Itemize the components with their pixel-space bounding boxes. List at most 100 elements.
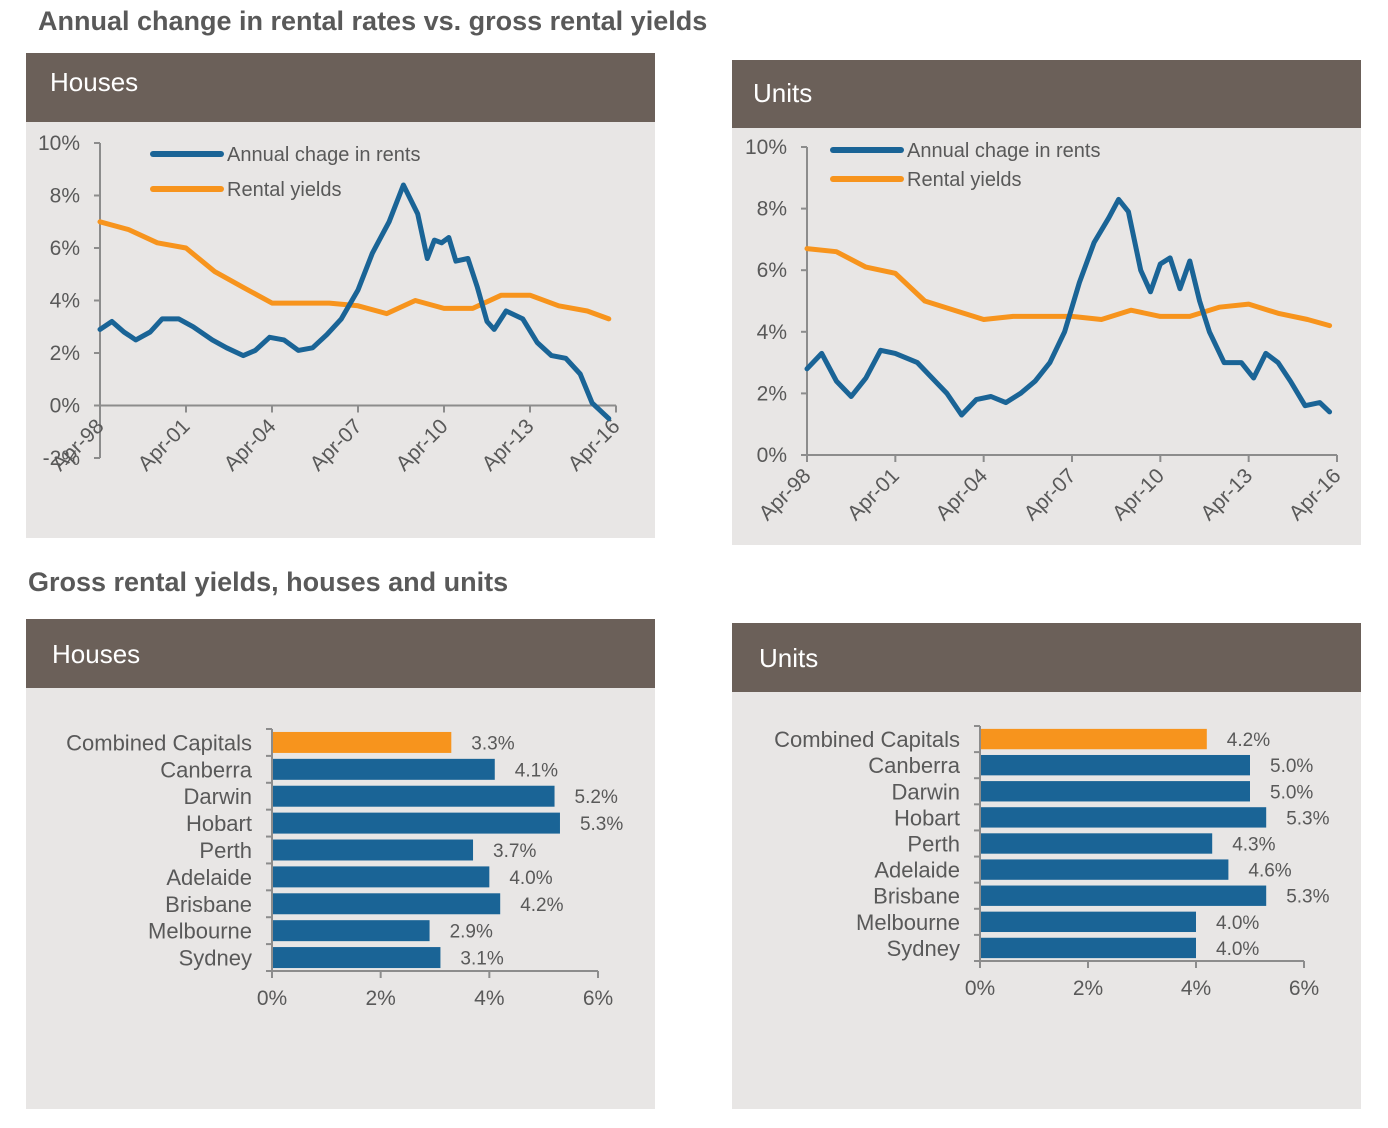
panel-title: Houses	[50, 67, 139, 97]
bar-hobart	[981, 807, 1267, 828]
rents-series-line	[97, 182, 612, 422]
section-title-top: Annual change in rental rates vs. gross …	[38, 6, 708, 36]
y-tick-label: 2%	[50, 342, 80, 365]
y-tick-label: -2%	[43, 447, 80, 470]
x-tick-label: Apr-98	[755, 464, 816, 525]
bar-brisbane	[273, 893, 501, 915]
bar-combined-capitals	[981, 728, 1207, 750]
x-tick-label: Apr-10	[1108, 464, 1169, 525]
x-tick-label: Apr-10	[392, 415, 453, 476]
bar-brisbane	[981, 885, 1267, 906]
y-tick-label: 8%	[50, 185, 80, 208]
category-label: Perth	[907, 832, 960, 857]
category-label: Brisbane	[165, 892, 252, 917]
y-tick-label: 2%	[757, 382, 787, 405]
y-tick-label: 10%	[745, 136, 787, 159]
x-tick-label: Apr-07	[306, 415, 367, 476]
category-label: Melbourne	[856, 910, 960, 935]
data-label: 5.0%	[1270, 782, 1313, 803]
data-label: 4.0%	[1216, 913, 1259, 934]
data-label: 4.2%	[520, 895, 563, 916]
x-tick-label: 4%	[1181, 977, 1211, 1000]
x-tick-label: Apr-16	[1285, 464, 1346, 525]
category-label: Adelaide	[166, 865, 252, 890]
category-label: Sydney	[179, 946, 252, 971]
yields-series-line	[804, 246, 1333, 329]
x-tick-label: 2%	[1073, 977, 1103, 1000]
bar-perth	[981, 833, 1213, 854]
data-label: 4.0%	[1216, 939, 1259, 960]
rents-series-line	[804, 196, 1333, 418]
category-label: Combined Capitals	[774, 727, 960, 752]
data-label: 5.2%	[575, 787, 618, 808]
category-label: Perth	[199, 838, 252, 863]
data-label: 4.1%	[515, 760, 558, 781]
data-label: 5.3%	[1286, 887, 1329, 908]
data-label: 5.3%	[580, 814, 623, 835]
y-tick-label: 4%	[757, 321, 787, 344]
bar-melbourne	[981, 911, 1196, 933]
panel-header: Units	[732, 623, 1361, 692]
legend-label: Rental yields	[907, 169, 1022, 191]
bar-sydney	[981, 937, 1196, 959]
y-tick-label: 8%	[757, 198, 787, 221]
x-tick-label: Apr-01	[843, 464, 904, 525]
category-label: Canberra	[868, 753, 960, 778]
bar-darwin	[273, 785, 555, 807]
category-label: Sydney	[887, 936, 960, 961]
category-label: Hobart	[894, 805, 960, 830]
data-label: 4.6%	[1248, 861, 1291, 882]
data-label: 3.1%	[460, 949, 503, 970]
units-line-chart: 0% 2% 4% 6% 8% 10% Apr-98 Apr-01 Apr-04 Apr-07 Apr…	[745, 136, 1346, 525]
houses-line-chart: -2%0%2%4%6%8%10%Apr-98 Apr-01 Apr-04 Apr-07…	[38, 132, 625, 476]
x-tick-label: Apr-04	[220, 415, 281, 476]
category-label: Brisbane	[873, 884, 960, 909]
bar-darwin	[981, 781, 1250, 802]
bar-combined-capitals	[273, 731, 452, 753]
y-tick-label: 10%	[38, 132, 80, 155]
panel-title: Units	[753, 78, 813, 108]
panel-header: Houses	[26, 53, 655, 122]
data-label: 5.0%	[1270, 756, 1313, 777]
bar-adelaide	[981, 859, 1229, 880]
x-tick-label: 6%	[583, 987, 613, 1010]
category-label: Melbourne	[148, 919, 252, 944]
x-tick-label: Apr-13	[478, 415, 539, 476]
section-title-bottom: Gross rental yields, houses and units	[28, 567, 509, 597]
y-tick-label: 6%	[50, 237, 80, 260]
panel-title: Houses	[52, 639, 141, 669]
panel-header: Units	[732, 60, 1361, 128]
x-tick-label: 4%	[474, 987, 504, 1010]
data-label: 3.3%	[471, 733, 514, 754]
y-tick-label: 6%	[757, 259, 787, 282]
data-label: 3.7%	[493, 841, 536, 862]
bar-canberra	[273, 758, 495, 780]
y-tick-label: 0%	[50, 395, 80, 418]
houses-bar-chart: Combined Capitals 3.3% Canberra 4.1% Darwin 5…	[66, 728, 623, 1010]
houses-line-chart-panel: Houses -2% 0% 2% 4% 6% 8% 10% Apr-98 Apr-01 Apr-0…	[26, 53, 655, 538]
data-label: 2.9%	[450, 922, 493, 943]
x-tick-label: Apr-13	[1196, 464, 1257, 525]
x-tick-label: Apr-16	[564, 415, 625, 476]
x-tick-label: Apr-07	[1020, 464, 1081, 525]
category-label: Adelaide	[874, 858, 960, 883]
data-label: 4.3%	[1232, 835, 1275, 856]
x-tick-label: Apr-04	[931, 464, 992, 525]
category-label: Combined Capitals	[66, 730, 252, 755]
panel-header: Houses	[26, 619, 655, 688]
units-bar-chart: Combined Capitals 4.2% Canberra 5.0% Darwin 5…	[774, 725, 1330, 1000]
bar-melbourne	[273, 920, 430, 942]
category-label: Darwin	[184, 784, 252, 809]
bar-canberra	[981, 754, 1250, 776]
x-tick-label: Apr-01	[134, 415, 195, 476]
data-label: 5.3%	[1286, 808, 1329, 829]
x-tick-label: 6%	[1289, 977, 1319, 1000]
bar-hobart	[273, 812, 560, 834]
y-tick-label: 4%	[50, 290, 80, 313]
units-line-chart-panel: Units 0% 2% 4% 6% 8% 10% Apr-98 Apr-01 Apr-04 Apr…	[732, 60, 1361, 545]
bar-sydney	[273, 947, 441, 969]
category-label: Canberra	[160, 757, 252, 782]
category-label: Hobart	[186, 811, 252, 836]
legend-label: Annual chage in rents	[227, 144, 420, 166]
yields-series-line	[97, 219, 612, 322]
